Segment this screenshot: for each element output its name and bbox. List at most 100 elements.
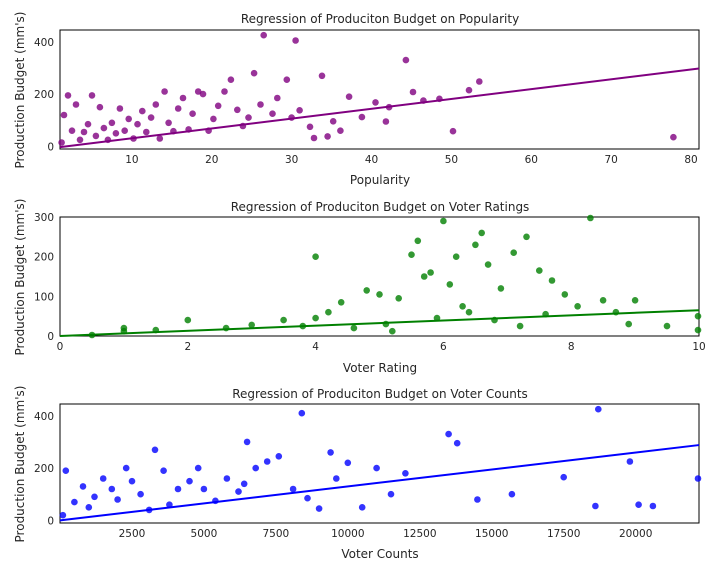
data-point — [312, 253, 319, 260]
y-tick-label: 0 — [47, 515, 54, 527]
x-tick-label: 4 — [312, 341, 319, 353]
data-point — [402, 470, 409, 477]
data-point — [200, 485, 208, 493]
data-point — [409, 88, 417, 96]
data-point — [592, 502, 599, 510]
data-point — [121, 127, 128, 134]
chart-title: Regression of Produciton Budget on Voter… — [232, 387, 528, 401]
x-tick-label: 20 — [205, 154, 218, 166]
data-point — [58, 139, 65, 146]
data-point — [358, 504, 366, 511]
x-tick-label: 60 — [525, 154, 538, 166]
data-point — [99, 475, 107, 482]
data-point — [79, 483, 87, 490]
data-point — [260, 31, 268, 39]
x-tick-label: 2500 — [119, 528, 146, 540]
x-tick-label: 15000 — [475, 528, 508, 540]
data-point — [112, 130, 120, 137]
data-point — [248, 321, 255, 329]
data-point — [587, 214, 594, 222]
data-point — [465, 308, 473, 316]
data-point — [599, 297, 607, 304]
data-point — [88, 92, 96, 99]
data-point — [363, 287, 371, 294]
data-point — [325, 308, 332, 316]
data-point — [472, 241, 479, 249]
data-point — [80, 128, 88, 136]
x-tick-label: 6 — [440, 341, 447, 353]
data-point — [280, 316, 287, 324]
data-point — [184, 316, 192, 324]
data-point — [389, 327, 396, 335]
x-tick-label: 70 — [604, 154, 617, 166]
data-point — [269, 110, 276, 117]
data-point — [68, 127, 76, 134]
x-tick-label: 5000 — [191, 528, 218, 540]
data-point — [221, 88, 228, 95]
data-point — [143, 128, 150, 136]
data-point — [306, 123, 314, 131]
data-point — [382, 118, 390, 125]
y-tick-label: 0 — [47, 141, 54, 153]
y-tick-label: 400 — [34, 37, 54, 49]
data-point — [252, 464, 259, 472]
data-point — [174, 485, 182, 493]
data-point — [478, 229, 486, 237]
x-tick-label: 2 — [184, 341, 191, 353]
x-axis-label: Voter Rating — [343, 361, 417, 375]
data-point — [420, 273, 428, 280]
data-point — [395, 295, 403, 302]
data-point — [312, 314, 319, 322]
data-point — [64, 92, 72, 99]
data-point — [387, 490, 395, 498]
regression-line — [59, 67, 700, 149]
data-point — [161, 88, 168, 95]
chart-title: Regression of Produciton Budget on Popul… — [241, 12, 519, 26]
data-point — [275, 453, 283, 460]
data-point — [289, 485, 297, 493]
x-tick-label: 10 — [692, 341, 705, 353]
data-point — [561, 291, 569, 298]
data-point — [484, 261, 492, 268]
data-point — [548, 277, 556, 284]
data-point — [59, 511, 67, 519]
data-point — [635, 501, 642, 509]
y-tick-label: 200 — [34, 89, 54, 101]
data-point — [327, 449, 334, 456]
data-point — [151, 446, 159, 454]
data-point — [108, 485, 116, 493]
data-point — [497, 285, 505, 292]
data-point — [160, 467, 167, 475]
data-point — [508, 490, 516, 498]
data-point — [292, 37, 299, 44]
data-point — [139, 107, 146, 115]
x-tick-label: 80 — [684, 154, 697, 166]
data-point — [516, 322, 524, 330]
x-tick-label: 10 — [125, 154, 138, 166]
data-point — [152, 101, 160, 108]
data-point — [453, 439, 461, 447]
x-tick-label: 10000 — [331, 528, 364, 540]
data-point — [408, 251, 415, 258]
regression-line — [59, 309, 700, 337]
data-point — [114, 496, 121, 503]
data-point — [194, 88, 202, 95]
data-point — [137, 490, 144, 498]
data-point — [427, 269, 434, 276]
data-point — [358, 113, 366, 121]
x-tick-label: 40 — [365, 154, 378, 166]
data-point — [560, 473, 567, 481]
chart-title: Regression of Produciton Budget on Voter… — [231, 200, 530, 214]
y-tick-label: 200 — [34, 252, 54, 264]
data-point — [694, 326, 702, 334]
data-point — [337, 127, 344, 134]
data-point — [318, 72, 326, 80]
data-point — [92, 132, 100, 140]
data-point — [445, 430, 452, 438]
data-point — [222, 324, 230, 332]
data-point — [595, 405, 602, 413]
data-point — [296, 107, 303, 114]
data-point — [134, 120, 141, 128]
y-tick-label: 200 — [34, 463, 54, 475]
data-point — [536, 267, 543, 274]
